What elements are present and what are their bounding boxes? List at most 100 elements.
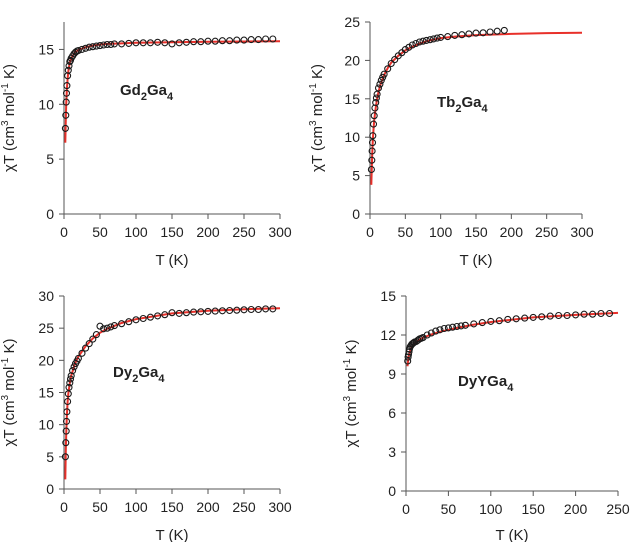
- x-tick-label: 100: [124, 499, 148, 515]
- data-point: [487, 317, 495, 325]
- x-tick-label: 50: [92, 499, 108, 515]
- y-axis-label: χT (cm3 mol-1 K): [342, 340, 360, 448]
- data-point: [426, 36, 434, 44]
- compound-label: Tb2Ga4: [437, 94, 488, 115]
- data-point: [262, 35, 270, 43]
- data-point: [493, 27, 501, 35]
- data-point: [433, 34, 441, 42]
- data-point: [589, 310, 597, 318]
- data-point: [62, 427, 70, 435]
- data-point: [92, 42, 100, 50]
- data-point: [82, 344, 90, 352]
- y-tick-label: 0: [352, 206, 360, 222]
- data-point: [504, 315, 512, 323]
- data-point: [82, 44, 90, 52]
- x-tick-label: 200: [500, 224, 524, 240]
- data-point: [66, 379, 74, 387]
- data-point: [440, 324, 448, 333]
- data-point: [64, 66, 72, 74]
- data-point: [269, 35, 277, 43]
- data-point: [597, 309, 605, 318]
- data-point: [161, 311, 169, 319]
- x-axis-label: T (K): [155, 527, 188, 542]
- x-tick-label: 200: [196, 499, 220, 515]
- data-point: [427, 329, 435, 337]
- data-point: [254, 36, 262, 44]
- data-point: [96, 42, 104, 50]
- x-tick-label: 100: [429, 224, 453, 240]
- data-point: [211, 37, 219, 45]
- y-tick-label: 20: [344, 52, 360, 68]
- data-point: [405, 43, 413, 51]
- data-point: [62, 89, 71, 97]
- x-tick-label: 150: [464, 224, 488, 240]
- data-point: [233, 306, 241, 314]
- data-point: [432, 327, 440, 335]
- data-point: [372, 94, 380, 102]
- data-point: [161, 39, 169, 47]
- data-point: [190, 38, 198, 46]
- data-point: [387, 59, 395, 68]
- data-point: [605, 309, 614, 318]
- data-point: [370, 112, 378, 120]
- data-point: [66, 375, 75, 383]
- data-point: [457, 322, 465, 330]
- data-point: [384, 65, 392, 73]
- data-point: [61, 124, 69, 132]
- data-point: [449, 323, 457, 331]
- data-point: [154, 312, 162, 320]
- x-tick-label: 250: [232, 224, 256, 240]
- y-tick-label: 6: [388, 405, 396, 421]
- data-point: [436, 326, 444, 334]
- data-point: [521, 314, 529, 322]
- data-point: [269, 305, 277, 313]
- data-point: [580, 310, 588, 318]
- data-point: [78, 349, 86, 357]
- compound-label: DyYGa4: [458, 373, 514, 394]
- data-point: [103, 324, 111, 332]
- data-point: [107, 323, 115, 331]
- y-tick-label: 5: [352, 168, 360, 184]
- data-point: [226, 306, 234, 315]
- data-point: [458, 31, 466, 39]
- data-point: [63, 82, 71, 90]
- data-point: [74, 354, 82, 362]
- data-point: [368, 156, 376, 164]
- y-tick-label: 5: [46, 449, 54, 465]
- data-point: [368, 139, 377, 147]
- y-tick-label: 25: [344, 14, 360, 30]
- x-tick-label: 150: [522, 501, 546, 517]
- data-point: [146, 313, 154, 321]
- data-point: [100, 41, 108, 49]
- data-point: [430, 35, 438, 43]
- data-point: [175, 309, 183, 317]
- x-tick-label: 150: [160, 499, 184, 515]
- data-point: [444, 33, 452, 41]
- data-point: [62, 111, 70, 119]
- x-tick-label: 50: [441, 501, 457, 517]
- data-point: [118, 40, 126, 48]
- data-point: [211, 307, 219, 315]
- data-point: [240, 36, 248, 44]
- y-tick-label: 10: [344, 129, 360, 145]
- data-point: [182, 38, 190, 46]
- data-point: [233, 36, 241, 44]
- compound-label: Dy2Ga4: [113, 364, 165, 385]
- data-point: [65, 383, 73, 391]
- data-point: [62, 439, 70, 447]
- data-point: [546, 312, 554, 320]
- y-axis-label: χT (cm3 mol-1 K): [308, 64, 326, 172]
- data-point: [405, 348, 413, 356]
- y-tick-label: 5: [46, 151, 54, 167]
- compound-label: Gd2Ga4: [120, 82, 174, 103]
- data-point: [85, 43, 93, 51]
- data-point: [62, 417, 71, 425]
- y-tick-label: 10: [38, 96, 54, 112]
- data-point: [495, 317, 503, 325]
- data-point: [376, 80, 384, 88]
- data-point: [404, 350, 413, 359]
- data-point: [451, 31, 459, 39]
